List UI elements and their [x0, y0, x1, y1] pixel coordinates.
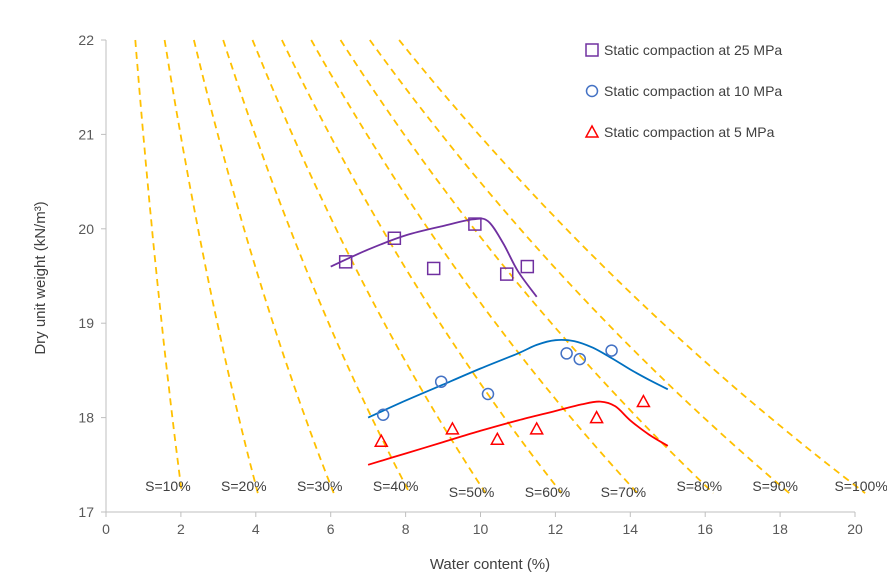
saturation-label: S=80%	[677, 478, 723, 494]
x-tick-label: 16	[697, 521, 713, 537]
fit-curves	[330, 217, 669, 466]
y-tick-label: 22	[78, 32, 94, 48]
y-axis-title: Dry unit weight (kN/m³)	[32, 201, 49, 354]
triangle-data-point	[445, 421, 460, 435]
y-tick-label: 21	[78, 126, 94, 142]
square-data-point	[499, 267, 514, 281]
fit-curve	[330, 217, 538, 298]
saturation-label: S=40%	[373, 478, 419, 494]
saturation-label: S=20%	[221, 478, 267, 494]
saturation-line	[339, 39, 714, 494]
x-tick-label: 0	[102, 521, 110, 537]
triangle-data-point	[589, 410, 604, 424]
triangle-data-point	[490, 431, 505, 446]
saturation-line	[193, 39, 335, 494]
saturation-line	[369, 39, 790, 494]
y-tick-label: 20	[78, 221, 94, 237]
saturation-label: S=30%	[297, 478, 343, 494]
x-tick-label: 12	[548, 521, 564, 537]
saturation-line	[310, 39, 639, 494]
square-data-point	[338, 255, 353, 269]
x-tick-label: 4	[252, 521, 260, 537]
x-tick-label: 6	[327, 521, 335, 537]
legend-triangle-symbol	[584, 124, 600, 138]
saturation-label: S=50%	[449, 484, 495, 500]
legend-label: Static compaction at 10 MPa	[604, 83, 782, 99]
legend-label: Static compaction at 25 MPa	[604, 42, 782, 58]
saturation-label: S=10%	[145, 478, 191, 494]
saturation-line	[398, 39, 866, 494]
square-data-point	[468, 217, 482, 231]
y-tick-label: 17	[78, 504, 94, 520]
saturation-line	[163, 39, 259, 494]
axes: 0 2 4 6 8 10 12 14 16 18 20 17 18 19 20 21 22	[78, 32, 863, 537]
circle-data-point	[605, 344, 618, 357]
circle-data-point	[560, 347, 573, 360]
circle-data-point	[573, 352, 586, 366]
square-data-point	[426, 261, 441, 276]
data-points	[338, 217, 651, 447]
legend: Static compaction at 25 MPa Static compac…	[584, 42, 782, 140]
triangle-data-point	[636, 393, 651, 408]
legend-circle-symbol	[585, 84, 599, 98]
saturation-lines: S=10% S=20% S=30% S=40% S=50% S=60% S=70% S=80%…	[134, 39, 887, 500]
square-data-point	[520, 259, 535, 274]
y-tick-label: 18	[78, 410, 94, 426]
legend-square-symbol	[585, 43, 599, 57]
fit-curve	[367, 339, 669, 419]
x-tick-label: 20	[847, 521, 863, 537]
saturation-label: S=90%	[752, 478, 798, 494]
legend-label: Static compaction at 5 MPa	[604, 124, 775, 140]
fit-curve	[367, 400, 669, 466]
saturation-label: S=100%	[834, 478, 887, 494]
x-tick-label: 8	[402, 521, 410, 537]
circle-data-point	[481, 387, 495, 401]
x-tick-label: 10	[473, 521, 489, 537]
square-data-point	[387, 231, 402, 245]
triangle-data-point	[373, 433, 389, 447]
circle-data-point	[376, 408, 390, 422]
saturation-line	[251, 39, 487, 494]
x-axis-title: Water content (%)	[430, 556, 550, 573]
saturation-label: S=60%	[525, 484, 571, 500]
saturation-line	[134, 39, 183, 494]
x-tick-label: 18	[772, 521, 788, 537]
saturation-line	[281, 39, 563, 494]
x-tick-label: 14	[623, 521, 639, 537]
circle-data-point	[434, 375, 448, 388]
saturation-label: S=70%	[601, 484, 647, 500]
saturation-line	[222, 39, 411, 494]
x-tick-label: 2	[177, 521, 185, 537]
triangle-data-point	[529, 421, 544, 435]
y-tick-label: 19	[78, 315, 94, 331]
